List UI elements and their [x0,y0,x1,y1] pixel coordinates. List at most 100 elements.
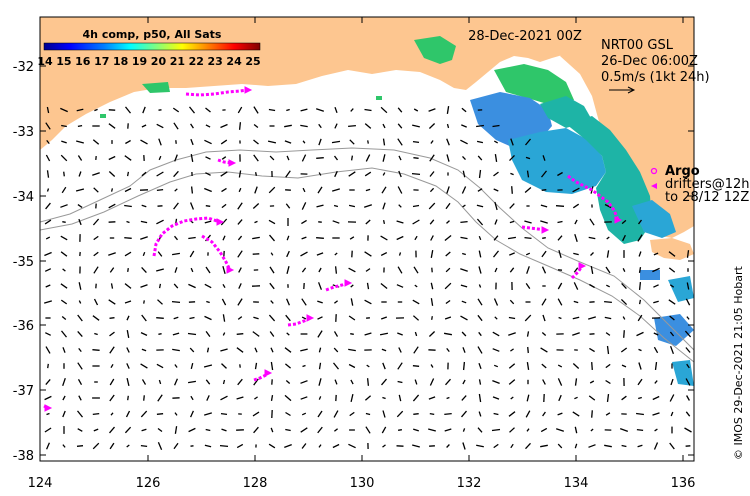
current-vector [190,123,194,129]
current-vector [188,106,196,114]
current-vector [332,188,340,192]
current-vector [574,378,578,386]
current-vector [301,267,307,273]
current-vector [350,333,354,335]
drifter-track [567,174,620,221]
current-vector [461,124,467,128]
current-vector [140,444,148,448]
current-vector [188,283,196,289]
current-vector [204,187,212,193]
current-vector [363,204,373,208]
argo-marker-icon [650,167,658,175]
drifter-head [264,369,273,377]
current-vector [173,316,179,320]
current-vector [494,154,498,162]
current-vector [476,124,484,128]
current-vector [190,410,194,418]
current-vector [508,363,516,369]
current-vector [333,428,339,432]
current-vector [269,282,275,290]
current-vector [334,266,338,274]
current-vector [172,348,180,352]
current-vector [509,252,515,256]
current-vector [156,171,164,177]
current-vector [190,267,194,273]
current-vector [172,107,180,113]
current-vector [429,154,435,162]
current-vector [476,140,484,144]
current-vector [572,316,580,320]
current-vector [411,172,421,176]
current-vector [317,426,323,434]
current-vector [222,332,226,336]
current-vector [76,108,84,112]
current-vector [46,412,50,416]
current-vector [460,268,468,272]
current-vector [110,188,114,192]
drifter-tracks [43,86,623,412]
current-vector [462,361,466,371]
current-vector [574,426,578,434]
current-vector [332,443,340,449]
current-vector [45,346,51,354]
current-vector [686,363,690,369]
current-vector [205,172,211,176]
current-vector [285,203,291,209]
current-vector [205,156,211,160]
current-vector [267,140,277,144]
current-vector [589,283,595,289]
current-vector [462,170,466,178]
current-vector [557,364,563,368]
current-vector [524,236,532,240]
current-vector [126,220,130,224]
current-vector [668,299,676,305]
current-vector [156,268,164,272]
current-vector [621,282,627,290]
current-vector [478,169,482,179]
current-vector [429,378,435,386]
current-vector [428,428,436,432]
current-vector [301,219,307,225]
current-vector [510,396,514,400]
current-vector [300,396,308,400]
current-vector [78,347,82,353]
current-vector [605,332,611,336]
current-vector [62,395,66,401]
current-vector [397,123,403,129]
current-vector [412,299,420,305]
scale-arrow [609,86,636,94]
current-vector [332,220,340,224]
current-vector [397,362,403,370]
current-vector [76,140,84,144]
current-vector [45,154,51,162]
current-vector [557,282,563,290]
current-vector [45,236,51,240]
current-vector [174,364,178,368]
current-vector [589,347,595,353]
current-vector [653,284,659,288]
current-vector [540,204,548,208]
current-vector [574,219,578,225]
current-vector [397,107,403,113]
current-vector [189,250,195,258]
current-vector [557,220,563,224]
current-vector [588,444,596,448]
current-vector [76,410,84,418]
current-vector [253,139,259,145]
current-vector [478,393,482,403]
current-vector [237,378,243,386]
current-vector [77,362,83,370]
current-vector [317,186,323,194]
current-vector [108,252,116,256]
lat-tick-label: -34 [13,190,34,205]
current-vector [222,235,226,241]
current-vector [254,172,258,176]
current-vector [526,331,530,337]
current-vector [348,315,356,321]
current-vector [254,186,258,194]
current-vector [110,412,114,416]
current-vector [108,203,116,209]
current-vector [126,363,130,369]
current-vector [252,411,260,417]
